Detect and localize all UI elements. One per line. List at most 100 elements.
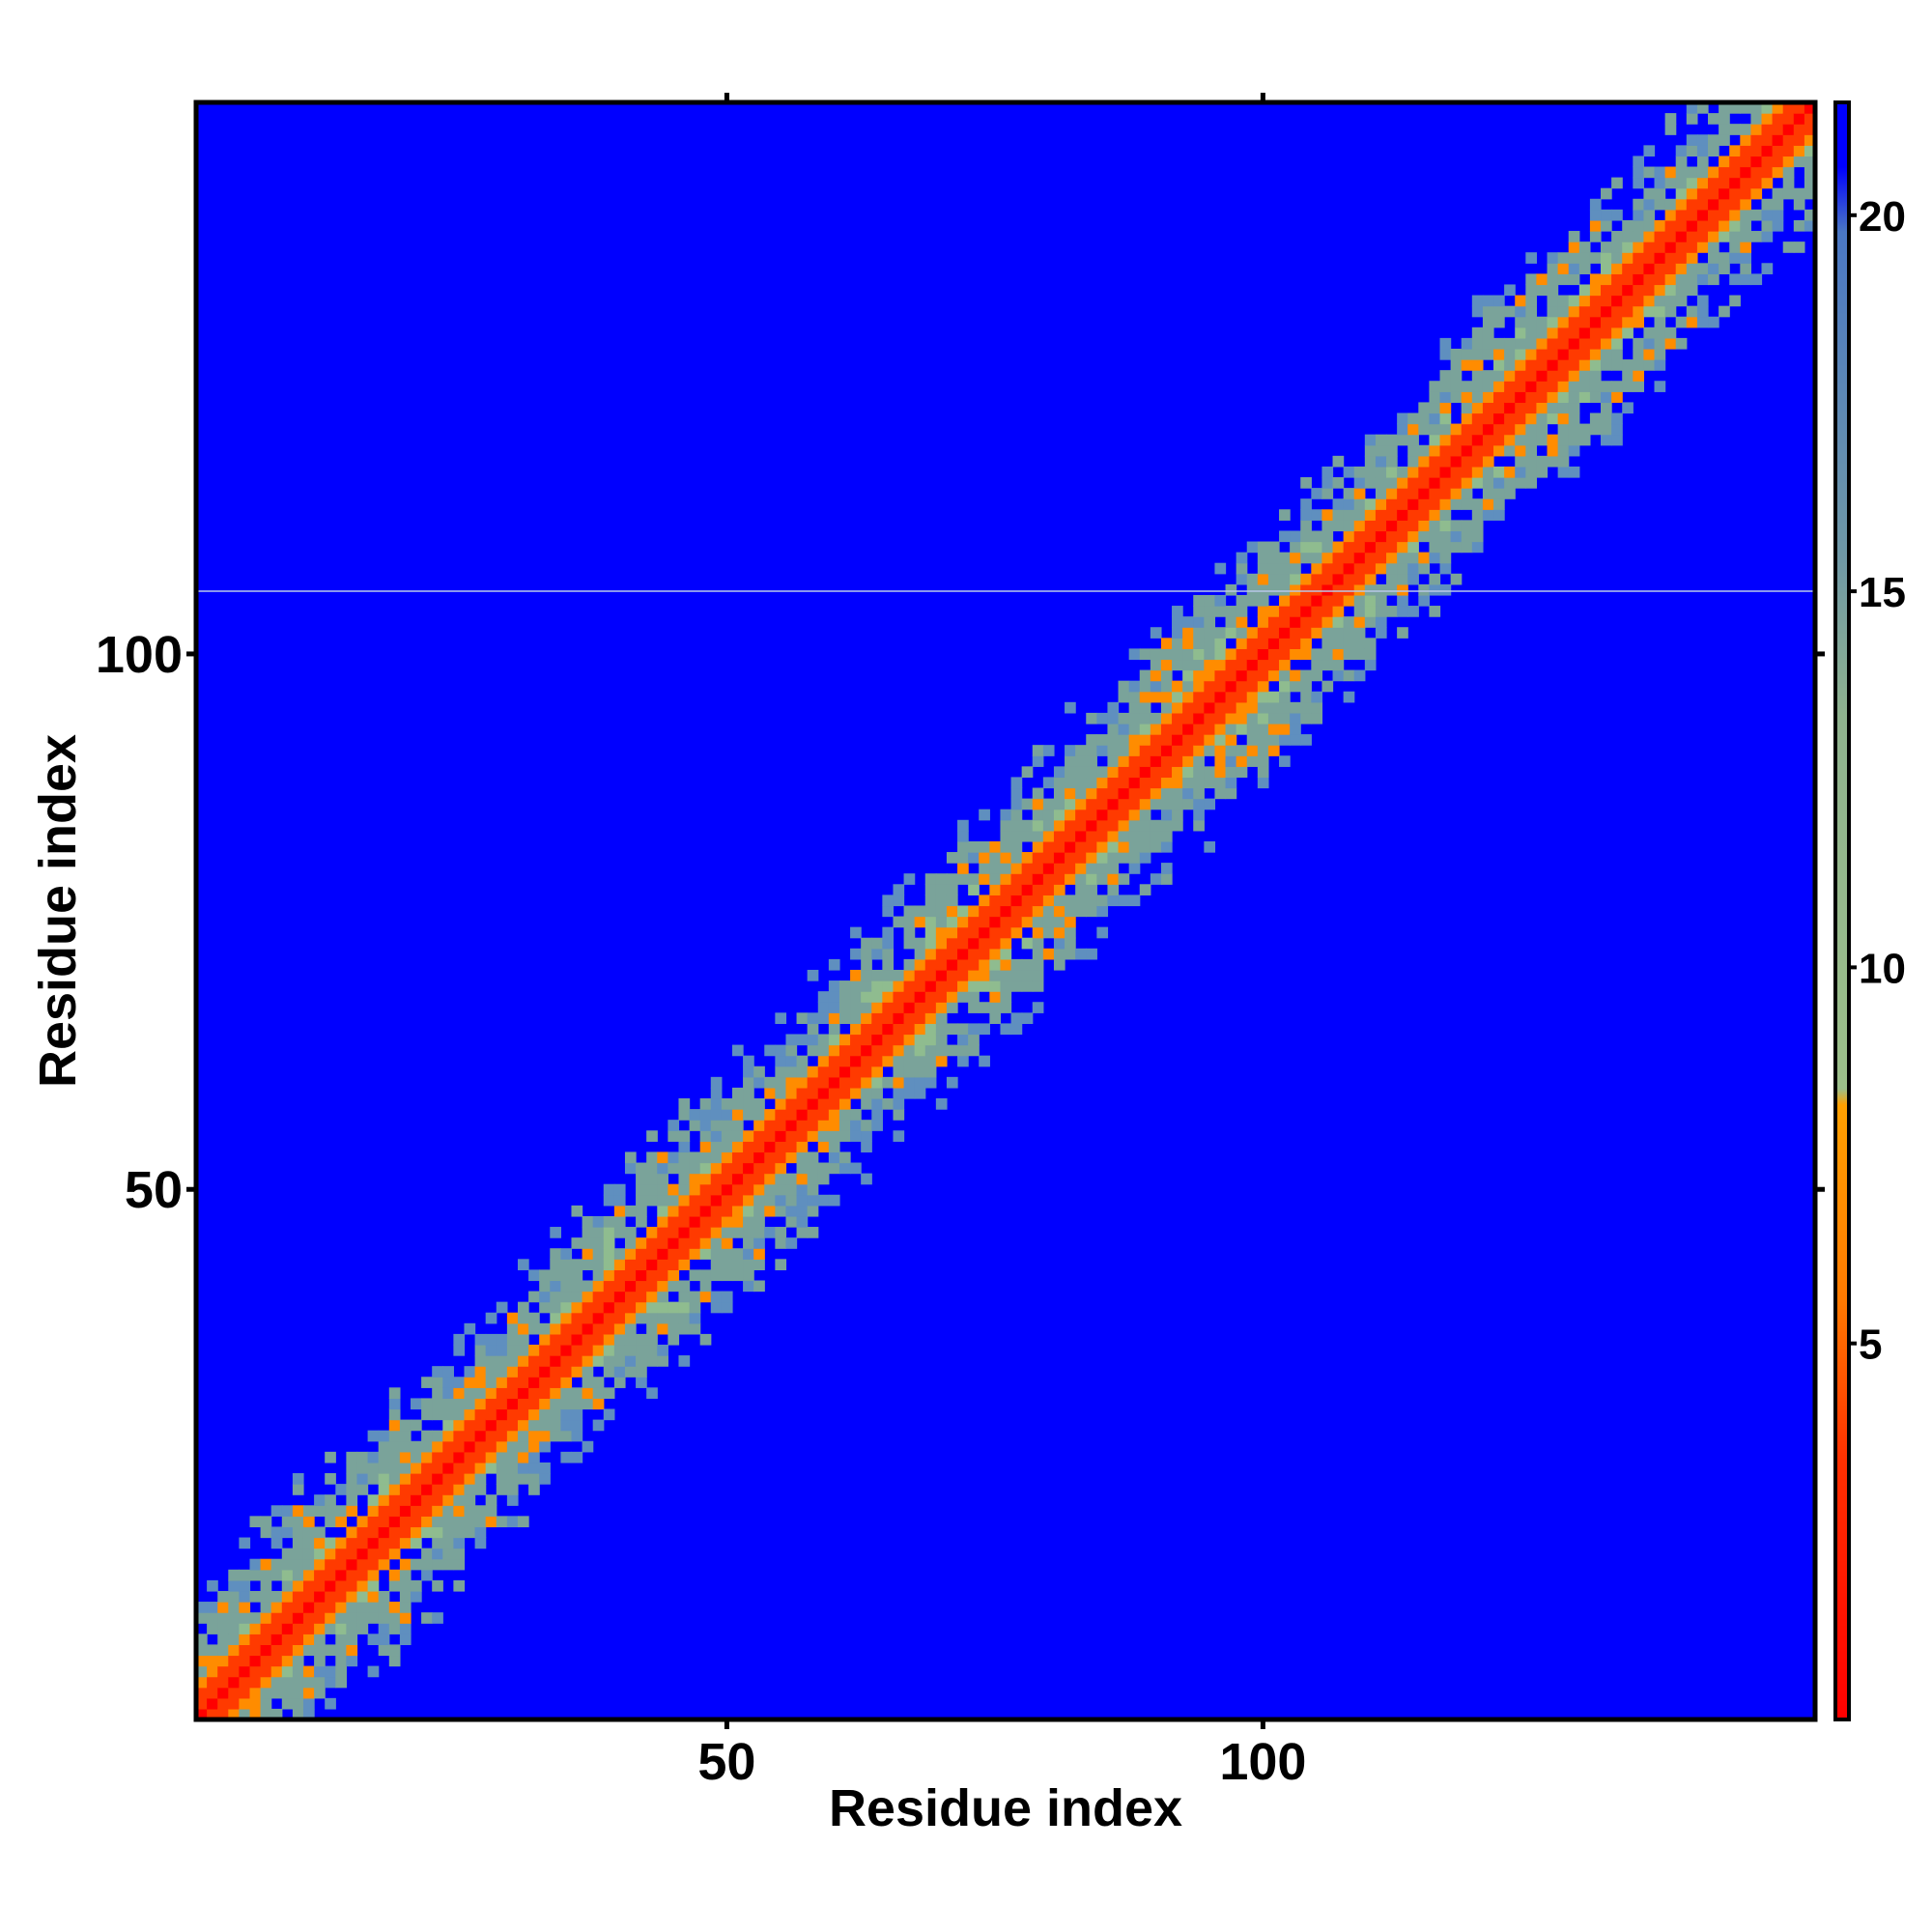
heatmap-cell (753, 1248, 765, 1260)
heatmap-cell (367, 1569, 380, 1581)
heatmap-cell (1578, 295, 1591, 307)
heatmap-cell (1611, 305, 1623, 318)
heatmap-cell (442, 1387, 454, 1400)
heatmap-cell (1290, 541, 1301, 554)
heatmap-cell (539, 1408, 551, 1421)
heatmap-cell (1214, 627, 1227, 639)
heatmap-cell (1633, 263, 1645, 274)
heatmap-cell (1504, 434, 1516, 446)
heatmap-cell (367, 1526, 380, 1539)
heatmap-cell (1461, 498, 1473, 510)
heatmap-cell (485, 1398, 497, 1410)
heatmap-cell (1032, 884, 1044, 895)
heatmap-cell (367, 1505, 380, 1517)
heatmap-cell (539, 1462, 551, 1474)
heatmap-cell (1675, 242, 1688, 253)
heatmap-cell (1182, 745, 1194, 756)
heatmap-cell (668, 1215, 680, 1228)
heatmap-cell (1515, 466, 1526, 478)
heatmap-cell (1696, 177, 1709, 189)
heatmap-cell (592, 1227, 605, 1238)
heatmap-cell (1601, 242, 1612, 253)
heatmap-cell (1075, 798, 1087, 810)
heatmap-cell (1622, 402, 1634, 414)
heatmap-cell (893, 916, 905, 928)
heatmap-cell (367, 1473, 380, 1485)
heatmap-cell (464, 1473, 476, 1485)
heatmap-cell (260, 1590, 272, 1603)
heatmap-cell (1172, 627, 1183, 639)
heatmap-cell (1096, 926, 1109, 939)
heatmap-cell (506, 1473, 519, 1485)
heatmap-cell (710, 1237, 723, 1249)
heatmap-cell (421, 1494, 433, 1506)
heatmap-cell (410, 1590, 422, 1603)
heatmap-cell (1557, 455, 1570, 468)
heatmap-cell (1761, 156, 1774, 168)
heatmap-cell (1332, 541, 1345, 554)
heatmap-cell (1493, 498, 1505, 510)
heatmap-cell (1332, 659, 1345, 671)
heatmap-cell (1300, 734, 1312, 746)
heatmap-cell (1761, 124, 1774, 135)
heatmap-cell (636, 1301, 647, 1314)
heatmap-cell (249, 1697, 262, 1710)
heatmap-cell (1321, 616, 1334, 628)
heatmap-cell (1204, 701, 1216, 714)
heatmap-cell (1772, 134, 1784, 146)
heatmap-cell (517, 1473, 529, 1485)
heatmap-cell (1654, 348, 1666, 360)
heatmap-cell (249, 1569, 262, 1581)
heatmap-cell (539, 1366, 551, 1378)
heatmap-cell (421, 1398, 433, 1410)
heatmap-cell (1000, 958, 1012, 971)
heatmap-cell (893, 1034, 905, 1046)
heatmap-cell (710, 1291, 723, 1303)
heatmap-cell (657, 1355, 668, 1367)
heatmap-cell (367, 1516, 380, 1528)
heatmap-cell (1086, 884, 1097, 895)
heatmap-cell (1729, 295, 1741, 307)
heatmap-cell (624, 1248, 637, 1260)
heatmap-cell (249, 1516, 262, 1528)
heatmap-cell (1375, 466, 1387, 478)
heatmap-cell (1290, 648, 1301, 661)
heatmap-cell (914, 1076, 926, 1089)
colorbar-tick-label: 5 (1859, 1321, 1882, 1369)
heatmap-cell (1053, 916, 1065, 928)
heatmap-cell (217, 1602, 229, 1613)
heatmap-cell (979, 948, 990, 960)
heatmap-cell (1547, 370, 1559, 382)
heatmap-cell (1267, 583, 1280, 596)
heatmap-cell (410, 1516, 422, 1528)
heatmap-cell (1407, 562, 1419, 575)
heatmap-cell (1010, 873, 1023, 885)
heatmap-cell (260, 1687, 272, 1699)
heatmap-cell (302, 1634, 315, 1645)
heatmap-cell (517, 1377, 529, 1388)
heatmap-cell (1225, 755, 1237, 767)
heatmap-cell (1128, 895, 1141, 907)
heatmap-cell (1160, 691, 1173, 703)
heatmap-cell (1172, 819, 1183, 832)
heatmap-cell (582, 1387, 594, 1400)
heatmap-cell (1332, 583, 1345, 596)
heatmap-cell (1257, 723, 1269, 735)
heatmap-cell (1032, 937, 1044, 950)
heatmap-cell (1032, 863, 1044, 874)
heatmap-cell (1418, 466, 1431, 478)
heatmap-cell (1279, 562, 1291, 575)
heatmap-cell (249, 1655, 262, 1667)
heatmap-cell (946, 948, 958, 960)
heatmap-cell (1557, 381, 1570, 392)
heatmap-cell (506, 1387, 519, 1400)
heatmap-cell (914, 991, 926, 1003)
heatmap-cell (1568, 423, 1580, 436)
heatmap-cell (838, 991, 851, 1003)
heatmap-cell (582, 1248, 594, 1260)
heatmap-cell (1761, 145, 1774, 157)
heatmap-cell (1300, 509, 1312, 521)
heatmap-cell (464, 1398, 476, 1410)
heatmap-cell (989, 948, 1002, 960)
heatmap-cell (550, 1355, 561, 1367)
